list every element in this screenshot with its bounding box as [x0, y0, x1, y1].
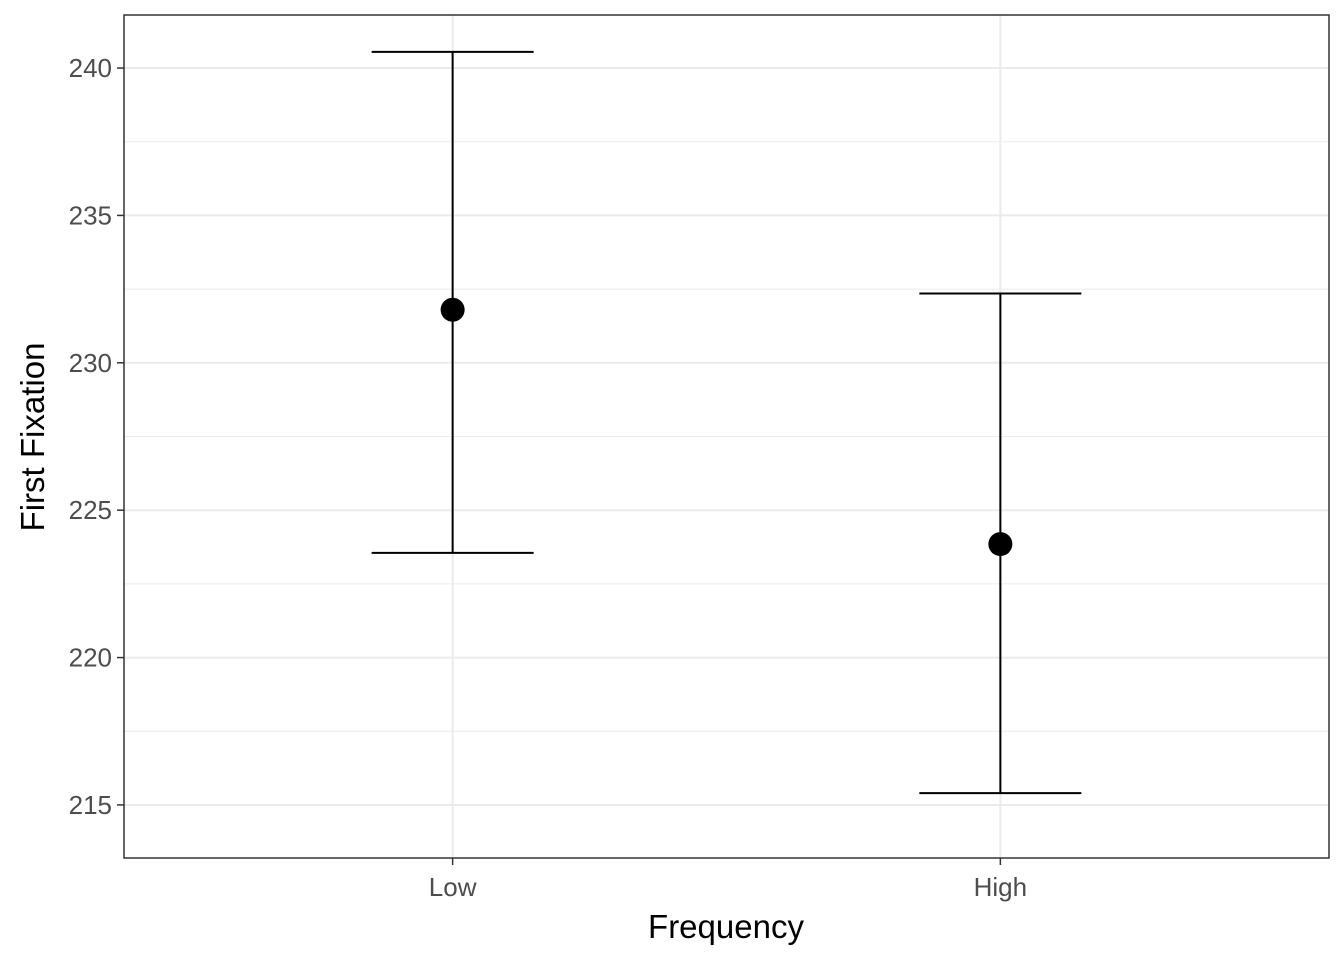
y-tick-label: 240: [69, 53, 112, 83]
x-tick-label: Low: [429, 872, 477, 902]
x-tick-label: High: [974, 872, 1027, 902]
x-axis-ticks: Low High: [429, 858, 1027, 902]
x-axis-title: Frequency: [648, 908, 804, 945]
y-tick-label: 215: [69, 790, 112, 820]
y-tick-label: 230: [69, 348, 112, 378]
data-point: [988, 532, 1013, 557]
y-tick-label: 225: [69, 495, 112, 525]
y-tick-label: 220: [69, 643, 112, 673]
data-point: [440, 297, 465, 322]
grid-minor: [124, 141, 1329, 732]
y-axis-title: First Fixation: [14, 343, 51, 532]
grid-major: [124, 15, 1329, 858]
y-tick-label: 235: [69, 200, 112, 230]
plot-border: [123, 14, 1330, 859]
points: [440, 297, 1013, 557]
y-axis-ticks: 215 220 225 230 235 240: [69, 53, 124, 820]
